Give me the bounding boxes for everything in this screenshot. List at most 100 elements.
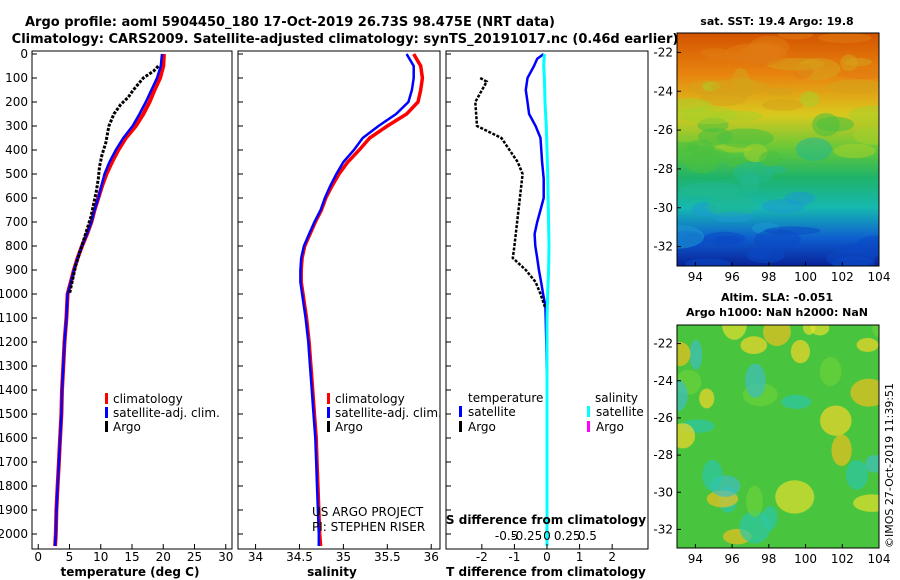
depth-tick-label: 1200 xyxy=(0,335,28,349)
legend-swatch-sal-argo xyxy=(587,421,590,432)
credit-project: US ARGO PROJECT xyxy=(312,505,424,519)
legend-swatch-argo xyxy=(327,421,330,432)
depth-tick-label: 1500 xyxy=(0,407,28,421)
lat-tick-label: -22 xyxy=(653,45,673,59)
lon-tick-label: 96 xyxy=(724,270,739,284)
legend-label-temp-argo: Argo xyxy=(468,420,496,434)
depth-tick-label: 1900 xyxy=(0,503,28,517)
lat-tick-label: -28 xyxy=(653,162,673,176)
x-tick-label: 0 xyxy=(543,550,551,564)
sst-texture-patch xyxy=(764,87,796,96)
sst-texture-patch xyxy=(713,235,741,245)
depth-tick-label: 1000 xyxy=(0,287,28,301)
sla-texture-patch xyxy=(699,388,715,409)
sst-field-texture xyxy=(677,33,879,266)
lat-tick-label: -28 xyxy=(653,448,673,462)
sla-texture-patch xyxy=(853,494,879,512)
lat-tick-label: -24 xyxy=(653,84,673,98)
sla-texture-patch xyxy=(856,337,879,352)
sla-texture-patch xyxy=(677,423,696,449)
sst-texture-patch xyxy=(677,224,705,249)
x-tick-label: 2 xyxy=(608,550,616,564)
depth-tick-label: 600 xyxy=(5,191,28,205)
s-diff-tick-label: 0.25 xyxy=(554,529,581,543)
sst-texture-patch xyxy=(761,99,803,111)
x-tick-label: 15 xyxy=(124,550,139,564)
lon-tick-label: 98 xyxy=(761,270,776,284)
sla-map-title-2: Argo h1000: NaN h2000: NaN xyxy=(686,306,868,319)
depth-tick-label: 0 xyxy=(20,47,28,61)
difference-plot xyxy=(474,52,551,546)
sst-texture-patch xyxy=(762,199,805,214)
lon-tick-label: 96 xyxy=(724,552,739,566)
sla-texture-patch xyxy=(802,325,816,335)
depth-axis: 0 100 200 300 400 500 600 700 800 900 1000 1100 1200… xyxy=(0,47,451,541)
x-tick-label: 34.5 xyxy=(286,550,313,564)
sla-texture-patch xyxy=(689,339,703,370)
legend-swatch-sal-satellite xyxy=(587,406,590,417)
salinity-x-axis: 34 34.5 35 35.5 36 xyxy=(248,544,439,564)
depth-tick-label: 700 xyxy=(5,215,28,229)
sla-texture-patch xyxy=(819,357,842,387)
s-diff-tick-label: 0.5 xyxy=(578,529,597,543)
legend-label-argo: Argo xyxy=(335,420,363,434)
lon-tick-label: 104 xyxy=(868,552,891,566)
legend-swatch-climatology xyxy=(327,393,330,404)
lon-tick-label: 94 xyxy=(688,270,703,284)
x-tick-label: 20 xyxy=(156,550,171,564)
lon-tick-label: 98 xyxy=(761,552,776,566)
legend-label-climatology: climatology xyxy=(113,392,183,406)
sst-texture-patch xyxy=(685,152,719,174)
sst-texture-patch xyxy=(848,106,879,124)
sla-texture-patch xyxy=(865,454,879,473)
s-diff-tick-label: -0.5 xyxy=(495,529,518,543)
sst-texture-patch xyxy=(777,33,814,40)
sla-texture-patch xyxy=(872,325,879,337)
sst-heatmap xyxy=(677,33,879,266)
depth-tick-label: 800 xyxy=(5,239,28,253)
depth-tick-label: 200 xyxy=(5,95,28,109)
depth-tick-label: 1100 xyxy=(0,311,28,325)
depth-tick-label: 1400 xyxy=(0,383,28,397)
sla-texture-patch xyxy=(677,341,691,367)
x-tick-label: 0 xyxy=(34,550,42,564)
sla-texture-patch xyxy=(781,394,812,410)
sla-texture-patch xyxy=(740,336,768,355)
x-tick-label: 30 xyxy=(218,550,233,564)
salinity-xlabel: salinity xyxy=(307,565,357,579)
x-tick-label: 35.5 xyxy=(374,550,401,564)
sla-map-frame xyxy=(676,324,880,549)
sla-field xyxy=(677,325,879,548)
lon-tick-label: 102 xyxy=(831,270,854,284)
sst-texture-patch xyxy=(759,151,782,167)
lat-tick-label: -32 xyxy=(653,240,673,254)
depth-tick-label: 100 xyxy=(5,71,28,85)
depth-tick-label: 300 xyxy=(5,119,28,133)
s-diff-tick-label: 0 xyxy=(543,529,551,543)
series-line-satellite-adj-clim- xyxy=(299,53,415,546)
depth-tick-label: 1600 xyxy=(0,431,28,445)
depth-tick-label: 400 xyxy=(5,143,28,157)
sst-texture-patch xyxy=(750,247,771,260)
sla-texture-patch xyxy=(722,325,747,340)
lon-tick-label: 100 xyxy=(794,552,817,566)
temperature-xlabel: temperature (deg C) xyxy=(61,565,200,579)
x-tick-label: 35 xyxy=(336,550,351,564)
sst-texture-patch xyxy=(764,226,821,235)
sst-texture-patch xyxy=(840,54,858,71)
sla-texture-patch xyxy=(677,379,688,412)
credit-pi: PI: STEPHEN RISER xyxy=(312,520,425,534)
lat-tick-label: -32 xyxy=(653,522,673,536)
sla-map-title-1: Altim. SLA: -0.051 xyxy=(721,291,833,304)
x-tick-label: 5 xyxy=(66,550,74,564)
legend-swatch-satellite xyxy=(105,407,108,418)
legend-label-climatology: climatology xyxy=(335,392,405,406)
sla-texture-patch xyxy=(819,405,852,436)
sst-texture-patch xyxy=(800,91,820,108)
series-line-satellite-adj-clim- xyxy=(53,53,164,547)
sst-texture-patch xyxy=(677,141,700,152)
depth-tick-label: 500 xyxy=(5,167,28,181)
difference-xlabel: T difference from climatology xyxy=(446,565,646,579)
sst-texture-patch xyxy=(677,98,712,113)
